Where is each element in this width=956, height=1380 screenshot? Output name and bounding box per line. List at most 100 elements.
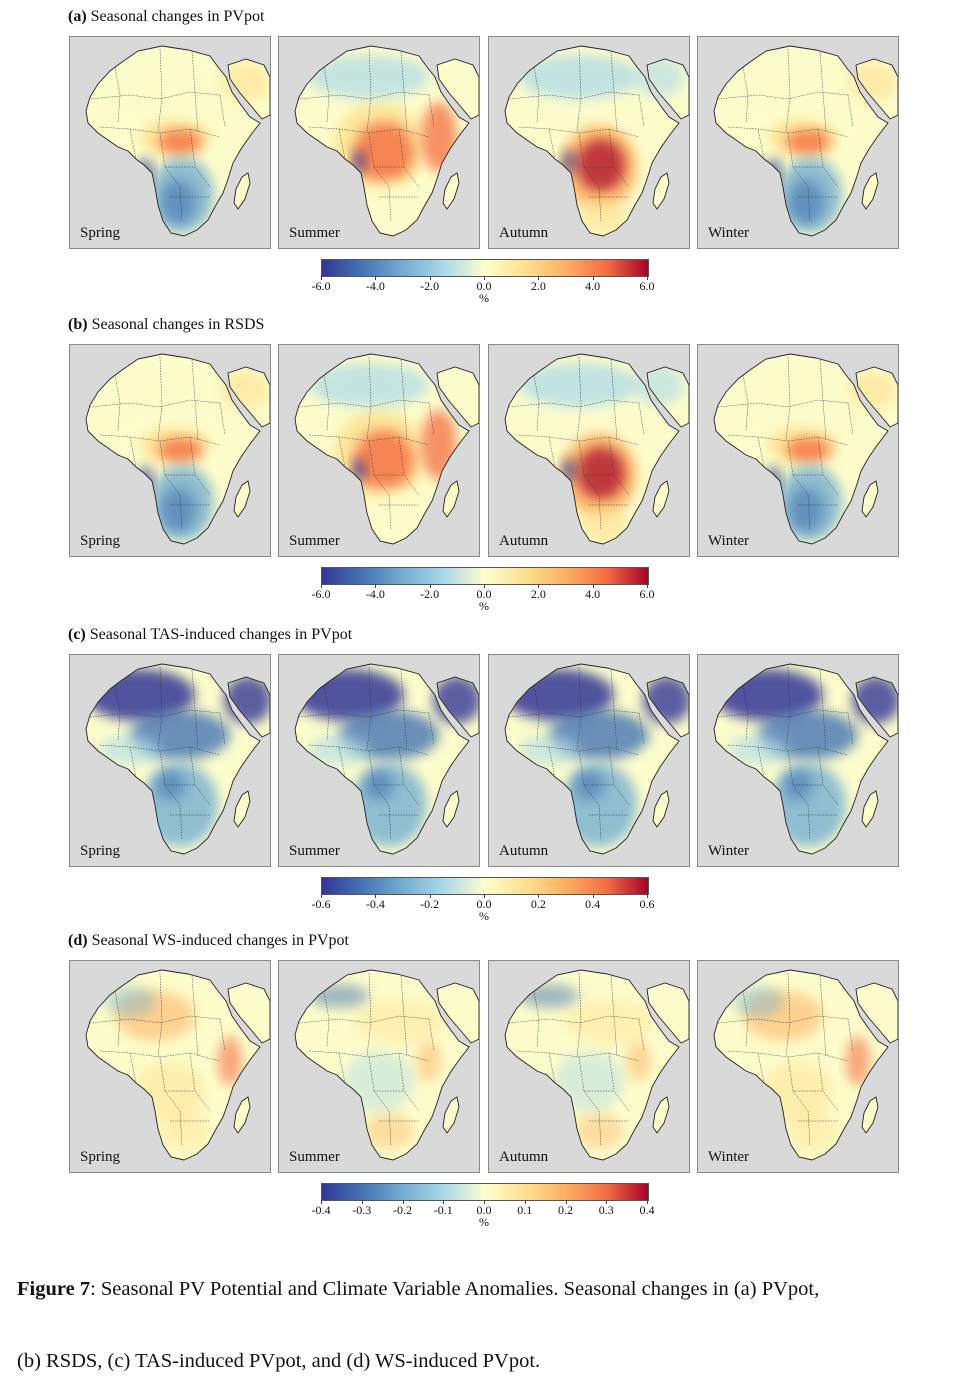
season-label: Autumn xyxy=(499,225,549,241)
panel-title-text: Seasonal TAS-induced changes in PVpot xyxy=(89,626,353,643)
africa-map xyxy=(279,961,479,1172)
colorbar: -6.0 -4.0 -2.0 0.0 2.0 4.0 6.0% xyxy=(312,259,655,305)
colorbar-tick-label: -2.0 xyxy=(420,279,440,293)
map-autumn: Autumn xyxy=(488,36,690,249)
colorbar-tick-mark xyxy=(429,584,431,588)
colorbar-tick-label: -4.0 xyxy=(365,279,385,293)
colorbar-tick-label: 4.0 xyxy=(585,587,601,601)
panel-c: (c) Seasonal TAS-induced changes in PVpo… xyxy=(0,626,956,931)
panel-tag: (d) xyxy=(68,932,88,949)
africa-map xyxy=(698,655,898,866)
africa-map xyxy=(698,37,898,248)
map-autumn: Autumn xyxy=(488,960,690,1173)
colorbar-gradient xyxy=(321,1183,649,1201)
africa-map xyxy=(70,37,270,248)
season-label: Summer xyxy=(289,533,340,549)
map-spring: Spring xyxy=(69,36,271,249)
colorbar-tick-label: 0.4 xyxy=(585,897,601,911)
africa-map xyxy=(698,961,898,1172)
panel-title-text: Seasonal WS-induced changes in PVpot xyxy=(91,932,349,949)
colorbar-tick-mark xyxy=(647,584,648,588)
colorbar-tick-mark xyxy=(321,1200,322,1204)
colorbar-tick-label: -0.1 xyxy=(433,1203,453,1217)
colorbar: -0.6 -0.4 -0.2 0.0 0.2 0.4 0.6% xyxy=(312,877,655,923)
africa-map xyxy=(70,345,270,556)
figure-caption-line-1: Figure 7: Seasonal PV Potential and Clim… xyxy=(17,1277,947,1302)
colorbar-unit: % xyxy=(479,1215,489,1229)
colorbar-tick-mark xyxy=(375,584,377,588)
figure-label: Figure 7 xyxy=(17,1278,91,1300)
africa-map xyxy=(489,655,689,866)
map-spring: Spring xyxy=(69,344,271,557)
panel-title: (b) Seasonal changes in RSDS xyxy=(68,316,264,334)
colorbar-tick-label: 4.0 xyxy=(585,279,601,293)
panel-title: (a) Seasonal changes in PVpot xyxy=(68,8,264,26)
season-label: Summer xyxy=(289,225,340,241)
colorbar-gradient xyxy=(321,259,649,277)
africa-map xyxy=(70,961,270,1172)
colorbar: -0.4 -0.3 -0.2 -0.1 0.0 0.1 0.2 0.3 0.4% xyxy=(312,1183,655,1229)
colorbar-tick-mark xyxy=(647,894,648,898)
season-label: Spring xyxy=(80,533,121,549)
panel-title-text: Seasonal changes in RSDS xyxy=(91,316,265,333)
colorbar-unit: % xyxy=(479,291,489,305)
map-winter: Winter xyxy=(697,960,899,1173)
map-summer: Summer xyxy=(278,960,480,1173)
season-label: Spring xyxy=(80,843,121,859)
colorbar-tick-label: 0.2 xyxy=(530,897,546,911)
colorbar-tick-mark xyxy=(647,276,648,280)
season-label: Winter xyxy=(708,843,750,859)
colorbar-tick-label: 2.0 xyxy=(530,279,546,293)
map-spring: Spring xyxy=(69,960,271,1173)
map-summer: Summer xyxy=(278,344,480,557)
colorbar-gradient xyxy=(321,567,649,585)
season-label: Autumn xyxy=(499,843,549,859)
season-label: Spring xyxy=(80,1149,121,1165)
africa-map xyxy=(489,961,689,1172)
colorbar-tick-label: -0.3 xyxy=(352,1203,372,1217)
panel-tag: (a) xyxy=(68,8,87,25)
colorbar-tick-mark xyxy=(524,1200,526,1204)
colorbar-tick-mark xyxy=(565,1200,567,1204)
map-autumn: Autumn xyxy=(488,654,690,867)
colorbar-tick-mark xyxy=(538,584,540,588)
map-summer: Summer xyxy=(278,36,480,249)
season-label: Autumn xyxy=(499,1149,549,1165)
season-label: Summer xyxy=(289,843,340,859)
colorbar-tick-label: -0.4 xyxy=(365,897,385,911)
colorbar-tick-mark xyxy=(321,276,322,280)
panel-a: (a) Seasonal changes in PVpot Spring xyxy=(0,8,956,313)
africa-map xyxy=(279,655,479,866)
caption-text-1: : Seasonal PV Potential and Climate Vari… xyxy=(90,1278,820,1300)
colorbar-tick-label: 6.0 xyxy=(639,587,655,601)
africa-map xyxy=(489,345,689,556)
colorbar-tick-label: 0.6 xyxy=(639,897,655,911)
colorbar-tick-mark xyxy=(429,276,431,280)
map-winter: Winter xyxy=(697,344,899,557)
colorbar-tick-label: -0.4 xyxy=(311,1203,331,1217)
africa-map xyxy=(279,37,479,248)
season-label: Spring xyxy=(80,225,121,241)
map-summer: Summer xyxy=(278,654,480,867)
colorbar-unit: % xyxy=(479,909,489,923)
colorbar-tick-label: -2.0 xyxy=(420,587,440,601)
colorbar-tick-label: -0.2 xyxy=(393,1203,412,1217)
colorbar-tick-label: -6.0 xyxy=(311,279,331,293)
season-label: Winter xyxy=(708,533,750,549)
season-label: Winter xyxy=(708,1149,750,1165)
panel-tag: (c) xyxy=(68,626,86,643)
colorbar-tick-label: 0.1 xyxy=(517,1203,533,1217)
colorbar-tick-label: 0.0 xyxy=(476,587,492,601)
colorbar-tick-mark xyxy=(484,894,485,898)
caption-text-2: (b) RSDS, (c) TAS-induced PVpot, and (d)… xyxy=(17,1350,541,1372)
africa-map xyxy=(279,345,479,556)
colorbar-tick-mark xyxy=(592,276,594,280)
colorbar-tick-label: -6.0 xyxy=(311,587,331,601)
colorbar-gradient xyxy=(321,877,649,895)
colorbar-unit: % xyxy=(479,599,489,613)
colorbar-tick-label: -0.2 xyxy=(420,897,440,911)
colorbar-tick-mark xyxy=(538,894,540,898)
colorbar-tick-mark xyxy=(361,1200,363,1204)
season-label: Autumn xyxy=(499,533,549,549)
colorbar-tick-label: 6.0 xyxy=(639,279,655,293)
